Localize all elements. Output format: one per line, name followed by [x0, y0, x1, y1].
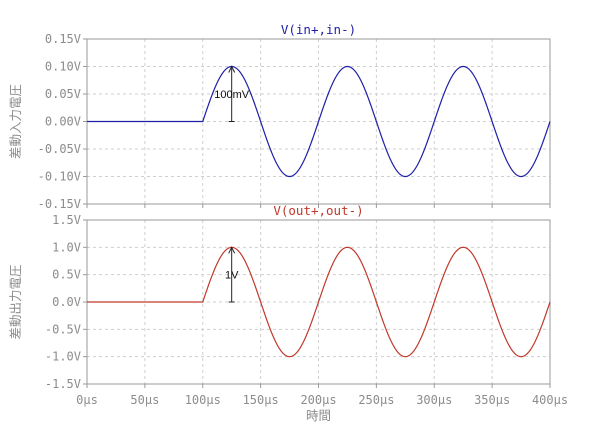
- y-tick-label: 0.10V: [45, 60, 81, 74]
- y-tick-label: -0.5V: [45, 322, 81, 336]
- series-line-0: [87, 65, 551, 178]
- amplitude-arrow-head: [228, 246, 236, 254]
- x-tick-label: 250µs: [358, 393, 394, 407]
- y-tick-label: 0.15V: [45, 32, 81, 46]
- amplitude-annotation-label: 1V: [225, 270, 239, 282]
- y-tick-label: -0.10V: [38, 170, 81, 184]
- y-tick-label: 1.5V: [52, 213, 81, 227]
- y-tick-label: 0.00V: [45, 115, 81, 129]
- y-tick-label: -0.15V: [38, 197, 81, 211]
- chart-title: V(out+,out-): [273, 203, 363, 218]
- series-line-1: [87, 246, 551, 358]
- y-axis-label: 差動入力電圧: [8, 84, 23, 159]
- x-tick-label: 100µs: [185, 393, 221, 407]
- y-tick-label: 0.5V: [52, 268, 81, 282]
- x-tick-label: 50µs: [130, 393, 159, 407]
- y-tick-label: -1.5V: [45, 377, 81, 391]
- y-tick-label: 0.05V: [45, 87, 81, 101]
- x-tick-label: 150µs: [243, 393, 279, 407]
- y-axis-label: 差動出力電圧: [8, 264, 23, 339]
- y-tick-label: -0.05V: [38, 142, 81, 156]
- x-axis-label: 時間: [306, 408, 331, 423]
- x-tick-label: 400µs: [532, 393, 568, 407]
- y-tick-label: 1.0V: [52, 240, 81, 254]
- x-tick-label: 0µs: [76, 393, 98, 407]
- amplitude-annotation-label: 100mV: [214, 89, 250, 101]
- y-tick-label: 0.0V: [52, 295, 81, 309]
- chart-title: V(in+,in-): [281, 22, 356, 37]
- x-tick-label: 300µs: [416, 393, 452, 407]
- amplitude-arrow-head: [228, 65, 236, 73]
- y-tick-label: -1.0V: [45, 350, 81, 364]
- x-tick-label: 350µs: [474, 393, 510, 407]
- x-tick-label: 200µs: [300, 393, 336, 407]
